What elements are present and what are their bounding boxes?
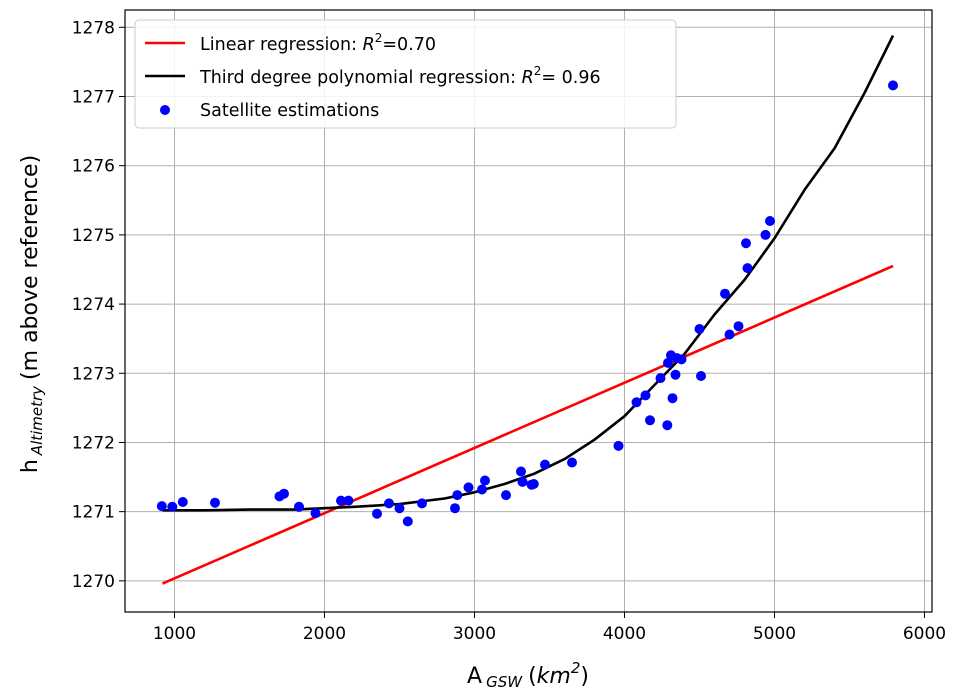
x-tick-label: 2000: [303, 624, 346, 644]
scatter-point: [310, 508, 321, 519]
scatter-point: [694, 324, 705, 334]
scatter-point: [670, 369, 681, 380]
legend-linear-label: Linear regression: R2=0.70: [200, 31, 436, 55]
scatter-point: [294, 501, 304, 512]
scatter-point: [676, 354, 687, 365]
scatter-point: [888, 80, 898, 91]
scatter-point: [765, 216, 775, 226]
scatter-point: [640, 390, 651, 401]
scatter-point: [663, 357, 673, 368]
scatter-point: [372, 508, 382, 519]
scatter-point: [724, 329, 735, 340]
scatter-point: [733, 321, 744, 332]
legend-scatter-swatch: [160, 105, 170, 115]
scatter-point: [741, 238, 751, 249]
scatter-point: [528, 479, 539, 489]
axis-ticks: 1000 2000 3000 4000 5000 6000 1270 1271 1272 1273…: [72, 18, 946, 644]
scatter-point: [696, 371, 706, 381]
scatter-point: [742, 263, 753, 274]
scatter-point: [463, 482, 474, 493]
scatter-point: [336, 495, 346, 506]
y-tick-label: 1277: [72, 87, 115, 107]
x-tick-label: 1000: [153, 624, 196, 644]
scatter-point: [662, 420, 673, 431]
x-tick-label: 6000: [903, 624, 946, 644]
y-tick-label: 1276: [72, 157, 115, 177]
plot-frame: [124, 9, 933, 613]
scatter-point: [417, 498, 427, 509]
scatter-point: [631, 397, 642, 408]
scatter-point: [567, 457, 577, 468]
scatter-point: [613, 440, 624, 451]
scatter-point: [156, 501, 167, 512]
scatter-point: [343, 495, 354, 506]
scatter-point: [501, 490, 511, 501]
scatter-point: [480, 475, 490, 486]
scatter-point: [760, 229, 771, 240]
y-tick-label: 1273: [72, 364, 115, 384]
y-tick-label: 1278: [72, 18, 115, 38]
x-axis-title: A GSW (km2): [467, 659, 589, 690]
scatter-point: [402, 516, 413, 527]
scatter-point: [667, 393, 678, 404]
scatter-point: [645, 415, 655, 426]
scatter-point: [167, 501, 178, 512]
y-tick-label: 1271: [72, 503, 115, 523]
legend-scatter-label: Satellite estimations: [200, 101, 379, 121]
scatter-point: [394, 503, 405, 514]
scatter-point: [177, 497, 188, 507]
scatter-point: [210, 497, 220, 508]
x-tick-label: 5000: [753, 624, 796, 644]
scatter-point: [540, 459, 550, 470]
y-axis-title: hAltimetry(m above reference): [18, 155, 46, 473]
scatter-point: [516, 466, 526, 477]
legend: Linear regression: R2=0.70 Third degree …: [134, 19, 677, 129]
x-tick-label: 3000: [453, 624, 496, 644]
y-tick-label: 1272: [72, 433, 115, 453]
scatter-points: [156, 80, 898, 527]
scatter-point: [279, 488, 289, 499]
series-line-linear-regression: [161, 264, 894, 585]
scatter-point: [655, 373, 666, 384]
scatter-point: [452, 490, 463, 501]
legend-poly-label: Third degree polynomial regression: R2= …: [199, 64, 601, 88]
x-tick-label: 4000: [603, 624, 646, 644]
y-tick-label: 1270: [72, 572, 115, 592]
scatter-point: [450, 503, 460, 514]
legend-box: [134, 19, 677, 129]
y-tick-label: 1274: [72, 295, 115, 315]
y-tick-label: 1275: [72, 226, 115, 246]
scatter-point: [384, 498, 394, 509]
scatter-point: [477, 484, 487, 495]
scatter-point: [720, 288, 730, 299]
scatter-point: [517, 476, 528, 487]
